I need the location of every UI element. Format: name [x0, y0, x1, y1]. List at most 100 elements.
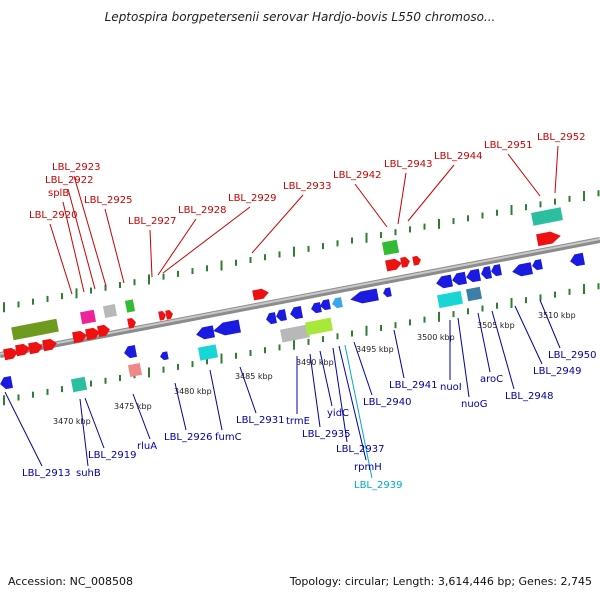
topology-text: Topology: circular; Length: 3,614,446 bp… — [289, 575, 592, 588]
red-forward-gene — [252, 288, 269, 301]
forward-tick — [119, 282, 121, 288]
forward-tick — [293, 246, 295, 257]
reverse-tick — [264, 347, 266, 354]
teal-gene — [70, 376, 88, 393]
blue-reverse-gene — [124, 344, 138, 359]
reverse-tick — [293, 339, 295, 350]
forward-tick — [90, 287, 92, 294]
leader-line — [104, 208, 125, 284]
blue-reverse-gene — [213, 319, 241, 336]
leader-line — [393, 329, 405, 379]
reverse-tick — [206, 358, 208, 365]
leader-line — [397, 172, 407, 225]
reverse-tick — [220, 353, 223, 364]
red-forward-gene — [42, 338, 57, 352]
forward-tick — [235, 259, 237, 266]
red-forward-gene — [15, 343, 30, 357]
forward-tick — [336, 240, 339, 247]
gene-label-top: LBL_2944 — [434, 151, 482, 162]
blue-reverse-gene — [266, 312, 277, 325]
reverse-tick — [104, 377, 107, 384]
leader-line — [49, 223, 73, 295]
gene-label-top: LBL_2922 — [45, 175, 93, 186]
leader-line — [407, 164, 455, 222]
scale-label: 3475 kbp — [114, 402, 152, 411]
forward-tick — [423, 223, 426, 230]
leader-line — [338, 345, 367, 461]
pink-gene — [127, 362, 143, 378]
reverse-tick — [496, 302, 498, 309]
grey-gene — [280, 324, 310, 343]
lime-gene — [305, 317, 333, 336]
gene-label-bottom: nuoI — [440, 382, 462, 393]
leader-line — [332, 347, 348, 443]
gene-label-top: LBL_2942 — [333, 170, 381, 181]
reverse-tick — [568, 288, 571, 295]
gene-label-bottom: aroC — [480, 374, 503, 385]
blue-reverse-gene — [436, 274, 453, 289]
scale-label: 3480 kbp — [174, 387, 212, 396]
reverse-tick — [162, 366, 165, 373]
gene-label-bottom: yidC — [327, 408, 349, 419]
forward-tick — [496, 209, 498, 216]
forward-tick — [351, 237, 353, 244]
gene-label-bottom: LBL_2941 — [389, 380, 437, 391]
blue-reverse-gene — [532, 259, 543, 271]
forward-tick — [597, 190, 600, 197]
reverse-tick — [409, 319, 411, 326]
gene-label-top: LBL_2920 — [29, 210, 77, 221]
red-forward-gene — [28, 341, 43, 355]
forward-tick — [394, 229, 397, 236]
gene-label-top: LBL_2928 — [178, 205, 226, 216]
leader-line — [353, 341, 373, 396]
blue-reverse-gene — [481, 266, 493, 280]
gene-label-bottom: LBL_2949 — [533, 366, 581, 377]
leader-line — [149, 229, 153, 278]
forward-tick — [409, 226, 411, 233]
blue-reverse-gene — [512, 262, 533, 277]
gene-label-top: LBL_2952 — [537, 132, 585, 143]
gene-label-bottom: rluA — [137, 441, 157, 452]
gene-label-bottom: LBL_2919 — [88, 450, 136, 461]
gene-features — [0, 207, 586, 393]
leader-line — [514, 305, 543, 365]
gene-label-top: LBL_2929 — [228, 193, 276, 204]
forward-tick — [380, 231, 382, 238]
forward-tick — [539, 201, 542, 208]
scale-label: 3505 kbp — [477, 321, 515, 330]
forward-tick — [481, 212, 484, 219]
reverse-tick — [394, 322, 397, 329]
forward-tick — [206, 265, 208, 272]
gene-label-top: LBL_2943 — [384, 159, 432, 170]
magenta-gene — [79, 309, 97, 325]
forward-tick — [32, 298, 34, 305]
green-gene — [124, 299, 136, 313]
leader-line — [319, 350, 333, 407]
forward-tick — [278, 251, 281, 258]
reverse-tick — [119, 375, 121, 381]
grey-gene — [102, 303, 118, 319]
reverse-tick — [525, 297, 527, 304]
forward-tick — [452, 218, 455, 225]
leader-line — [73, 175, 107, 287]
blue-reverse-gene — [466, 268, 482, 283]
blue-reverse-gene — [290, 305, 304, 320]
forward-tick — [554, 198, 556, 205]
reverse-tick — [554, 291, 556, 298]
forward-tick — [510, 204, 513, 215]
blue-reverse-gene — [570, 252, 586, 267]
leader-line — [239, 366, 257, 414]
reverse-tick — [17, 394, 20, 401]
reverse-tick — [46, 388, 49, 395]
gene-label-bottom: rpmH — [354, 462, 382, 473]
leader-line — [354, 183, 388, 228]
steel-gene — [465, 286, 483, 302]
red-forward-gene — [412, 255, 421, 266]
scale-label: 3495 kbp — [356, 345, 394, 354]
blue-reverse-gene — [276, 309, 287, 322]
gene-label-bottom: LBL_2913 — [22, 468, 70, 479]
forward-tick — [133, 279, 136, 286]
gene-label-top: LBL_2925 — [84, 195, 132, 206]
forward-tick — [322, 243, 324, 250]
